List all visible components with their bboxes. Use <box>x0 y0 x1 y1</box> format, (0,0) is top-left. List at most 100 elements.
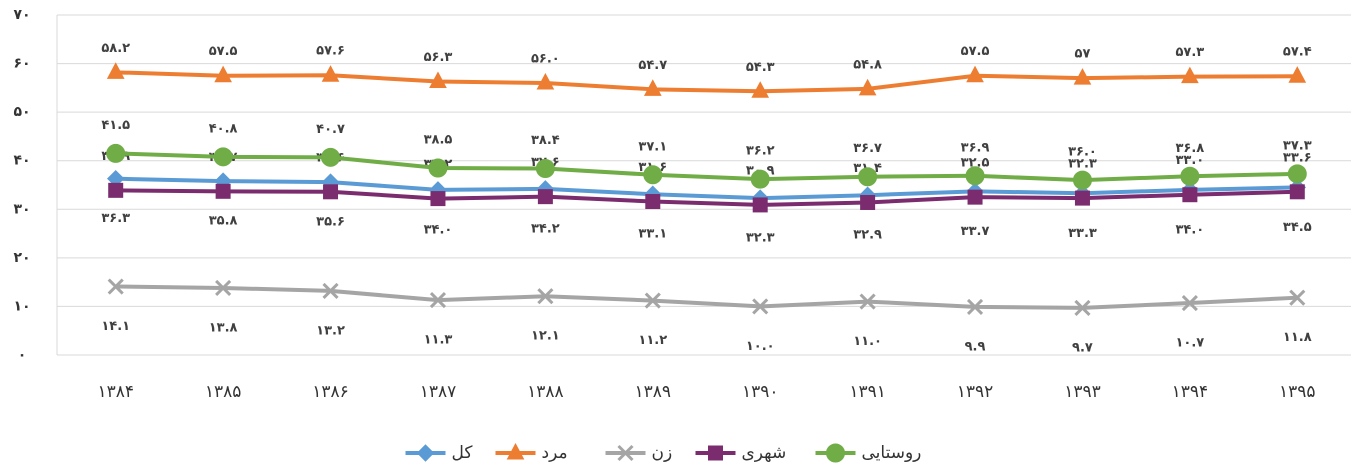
data-label: ۳۴.۰ <box>424 222 453 237</box>
marker <box>215 279 232 297</box>
data-label: ۳۵.۶ <box>316 215 345 230</box>
data-label: ۱۱.۰ <box>853 334 882 349</box>
marker <box>107 278 124 295</box>
data-label: ۳۴.۰ <box>1176 222 1205 237</box>
legend-label: مرد <box>542 443 568 463</box>
y-tick-label: ۱۰ <box>13 298 30 314</box>
data-label: ۵۸.۲ <box>101 41 130 56</box>
x-tick-label: ۱۳۹۰ <box>742 382 779 402</box>
data-label: ۱۱.۸ <box>1283 330 1312 345</box>
marker <box>1072 170 1092 190</box>
marker <box>1289 289 1306 306</box>
marker <box>750 169 770 189</box>
data-label: ۵۷.۳ <box>1176 45 1205 60</box>
data-label: ۳۲.۳ <box>746 231 775 246</box>
data-label: ۳۶.۷ <box>853 141 882 156</box>
marker <box>645 194 661 210</box>
data-label: ۳۲.۳ <box>1068 157 1097 172</box>
marker <box>1180 166 1200 186</box>
marker <box>321 65 340 82</box>
marker <box>106 143 126 163</box>
marker <box>108 182 124 198</box>
data-label: ۹.۷ <box>1072 340 1093 355</box>
marker <box>1074 190 1090 206</box>
data-label: ۱۰.۰ <box>746 339 775 354</box>
y-tick-label: ۲۰ <box>13 250 30 266</box>
marker <box>106 62 125 79</box>
marker <box>966 298 984 315</box>
data-label: ۳۲.۹ <box>853 228 882 243</box>
y-tick-label: ۵۰ <box>13 104 30 120</box>
data-label: ۳۶.۹ <box>961 140 990 155</box>
marker <box>323 184 339 200</box>
x-tick-label: ۱۳۸۹ <box>635 382 672 402</box>
data-label: ۳۶.۸ <box>1176 141 1205 156</box>
y-tick-label: ۷۰ <box>13 7 30 23</box>
marker <box>1181 294 1198 312</box>
marker <box>506 442 525 460</box>
data-label: ۵۷.۴ <box>1283 45 1312 60</box>
data-label: ۳۴.۲ <box>531 221 560 236</box>
legend-label: کل <box>452 443 474 463</box>
data-label: ۳۶.۲ <box>746 144 775 159</box>
marker <box>751 81 770 98</box>
data-label: ۳۸.۴ <box>531 133 560 148</box>
legend-label: شهری <box>742 443 787 463</box>
marker <box>537 288 554 305</box>
series <box>108 182 1305 213</box>
y-tick-label: ۴۰ <box>13 153 30 169</box>
data-label: ۵۷.۵ <box>961 44 990 59</box>
data-label: ۳۳.۷ <box>961 224 990 239</box>
marker <box>752 298 769 315</box>
marker <box>213 147 233 167</box>
marker <box>858 78 877 96</box>
data-label: ۵۶.۰ <box>531 52 560 67</box>
marker <box>643 79 662 96</box>
marker <box>965 166 985 186</box>
data-label: ۳۸.۵ <box>424 133 453 148</box>
series-line <box>115 284 1298 310</box>
marker <box>428 158 448 178</box>
y-tick-label: ۰ <box>18 347 27 363</box>
series <box>107 278 1306 316</box>
marker <box>966 65 984 83</box>
x-tick-label: ۱۳۸۸ <box>527 382 564 402</box>
marker <box>214 65 232 83</box>
marker <box>322 282 339 299</box>
legend-label: زن <box>652 443 673 463</box>
marker <box>429 292 447 309</box>
marker <box>321 147 341 167</box>
data-label: ۵۷.۶ <box>316 44 345 59</box>
data-label: ۳۳.۳ <box>1068 226 1097 241</box>
series <box>106 143 1307 190</box>
series-line <box>115 188 1298 207</box>
x-tick-label: ۱۳۹۲ <box>957 382 994 402</box>
data-label: ۵۶.۳ <box>424 50 453 65</box>
marker <box>1289 184 1305 200</box>
data-label: ۱۱.۳ <box>424 333 453 348</box>
data-label: ۴۰.۷ <box>316 122 345 137</box>
x-tick-label: ۱۳۹۳ <box>1064 382 1101 402</box>
data-label: ۱۲.۱ <box>531 329 560 344</box>
marker <box>752 197 768 213</box>
marker <box>429 71 447 89</box>
series-line <box>115 151 1298 183</box>
data-label: ۱۱.۲ <box>638 333 667 348</box>
data-label: ۱۴.۱ <box>101 319 130 334</box>
data-label: ۵۴.۸ <box>853 57 882 72</box>
data-label: ۳۴.۵ <box>1283 220 1312 235</box>
x-tick-label: ۱۳۸۶ <box>312 382 349 402</box>
x-tick-label: ۱۳۸۵ <box>205 382 242 402</box>
x-tick-label: ۱۳۹۵ <box>1279 382 1316 402</box>
data-label: ۳۳.۰ <box>1176 153 1205 168</box>
data-label: ۱۳.۲ <box>316 323 345 338</box>
marker <box>535 158 555 178</box>
marker <box>967 189 983 205</box>
marker <box>537 189 553 205</box>
data-label: ۵۴.۳ <box>746 60 775 75</box>
data-label: ۳۵.۸ <box>209 214 238 229</box>
data-label: ۱۰.۷ <box>1176 336 1205 351</box>
marker <box>644 292 661 309</box>
data-label: ۳۳.۶ <box>1283 150 1312 165</box>
data-label: ۵۷.۵ <box>209 44 238 59</box>
